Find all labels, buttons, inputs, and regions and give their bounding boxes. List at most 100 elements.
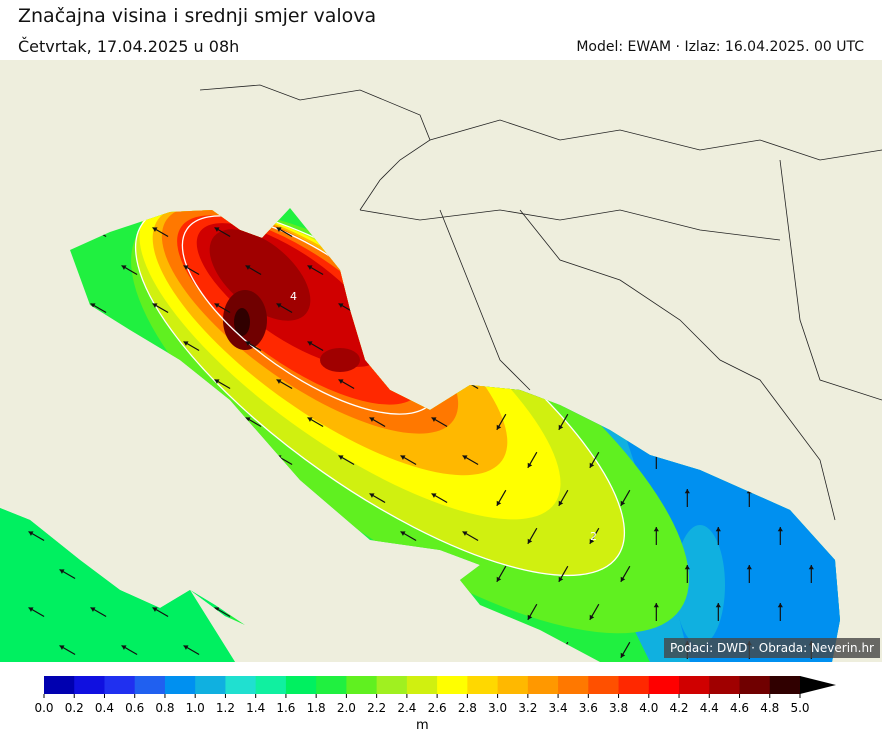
colorbar-bin — [195, 676, 226, 694]
colorbar-bin — [406, 676, 438, 694]
colorbar-bin — [739, 676, 771, 694]
wave-arrow — [589, 603, 600, 621]
wave-arrow — [214, 226, 231, 238]
wave-arrow — [620, 565, 631, 583]
colorbar-bin — [164, 676, 196, 694]
colorbar-bin — [316, 676, 347, 694]
wave-arrow — [183, 340, 200, 352]
colorbar-bin — [527, 676, 559, 694]
colorbar-bin — [497, 676, 529, 694]
wave-arrow — [527, 527, 538, 545]
wave-arrow — [152, 302, 169, 314]
colorbar-tick-label: 2.8 — [458, 701, 477, 715]
colorbar-unit: m — [416, 718, 429, 733]
wave-arrow — [462, 530, 479, 542]
wave-arrow — [183, 644, 200, 656]
colorbar-bin — [376, 676, 408, 694]
wave-arrow — [152, 226, 169, 238]
colorbar-extend-arrow — [800, 676, 836, 694]
colorbar-bin — [225, 676, 257, 694]
colorbar-bin — [104, 676, 136, 694]
colorbar-tick-label: 4.2 — [669, 701, 688, 715]
colorbar-tick-label: 5.0 — [790, 701, 809, 715]
colorbar-tick-label: 3.4 — [549, 701, 568, 715]
colorbar-bin — [44, 676, 75, 694]
wave-arrow — [684, 565, 690, 583]
colorbar-tick-label: 1.4 — [246, 701, 265, 715]
wave-arrow — [28, 606, 45, 618]
colorbar-tick-label: 4.4 — [700, 701, 719, 715]
wave-arrow — [307, 340, 324, 352]
wave-arrow — [496, 565, 507, 583]
colorbar-bin — [134, 676, 166, 694]
colorbar-tick-label: 0.8 — [155, 701, 174, 715]
colorbar-tick-label: 1.0 — [186, 701, 205, 715]
colorbar-bin — [618, 676, 650, 694]
colorbar-tick-label: 3.8 — [609, 701, 628, 715]
wave-arrow — [653, 603, 659, 621]
colorbar-tick-label: 4.0 — [639, 701, 658, 715]
wave-arrow — [245, 416, 262, 428]
wave-arrow — [589, 451, 600, 469]
chart-title: Značajna visina i srednji smjer valova — [18, 5, 377, 27]
wave-arrow — [28, 530, 45, 542]
colorbar-tick-label: 3.6 — [579, 701, 598, 715]
colorbar-bin — [769, 676, 801, 694]
wave-arrow — [431, 492, 448, 504]
colorbar-tick-label: 4.6 — [730, 701, 749, 715]
wave-arrow — [462, 454, 479, 466]
wave-arrow — [558, 565, 569, 583]
wave-arrow — [715, 527, 721, 545]
colorbar-tick-label: 1.8 — [307, 701, 326, 715]
wave-arrow — [684, 489, 690, 507]
colorbar-tick-label: 0.4 — [95, 701, 114, 715]
wave-arrow — [620, 489, 631, 507]
colorbar-tick-label: 1.2 — [216, 701, 235, 715]
wave-arrow — [276, 226, 293, 238]
wave-arrow — [527, 603, 538, 621]
wave-arrow — [338, 454, 355, 466]
wave-arrow — [276, 378, 293, 390]
data-credit: Podaci: DWD · Obrada: Neverin.hr — [664, 638, 880, 658]
wave-arrow — [245, 340, 262, 352]
wave-arrow — [214, 606, 231, 618]
wave-arrow — [90, 302, 107, 314]
wave-arrow — [715, 603, 721, 621]
colorbar-bin — [285, 676, 317, 694]
wave-arrow — [558, 489, 569, 507]
colorbar-bin — [709, 676, 741, 694]
colorbar-tick-label: 3.2 — [518, 701, 537, 715]
wave-arrow — [400, 530, 417, 542]
wave-arrow — [59, 568, 76, 580]
wave-arrow — [59, 644, 76, 656]
wave-map: 4 2 — [0, 60, 882, 662]
wave-arrow — [777, 527, 783, 545]
wave-arrow — [496, 489, 507, 507]
colorbar-bin — [558, 676, 589, 694]
wave-arrow — [307, 264, 324, 276]
colorbar-tick-label: 0.2 — [65, 701, 84, 715]
wave-arrow — [276, 302, 293, 314]
wave-arrow — [338, 378, 355, 390]
colorbar-bin — [648, 676, 680, 694]
wave-arrow — [496, 413, 507, 431]
wave-arrow — [121, 644, 138, 656]
colorbar-tick-label: 2.4 — [397, 701, 416, 715]
colorbar-bin — [588, 676, 620, 694]
wave-arrow — [183, 264, 200, 276]
colorbar-tick-label: 3.0 — [488, 701, 507, 715]
colorbar-tick-label: 4.8 — [760, 701, 779, 715]
wave-arrow — [369, 416, 386, 428]
colorbar-bin — [467, 676, 499, 694]
wave-arrow — [121, 264, 138, 276]
wave-arrow — [400, 454, 417, 466]
wave-arrow — [90, 606, 107, 618]
borders — [199, 84, 882, 521]
wave-arrow — [808, 565, 814, 583]
colorbar-tick-label: 2.2 — [367, 701, 386, 715]
wave-arrow — [653, 527, 659, 545]
contour-label: 4 — [290, 290, 297, 303]
colorbar-bin — [679, 676, 710, 694]
wave-arrow — [431, 416, 448, 428]
